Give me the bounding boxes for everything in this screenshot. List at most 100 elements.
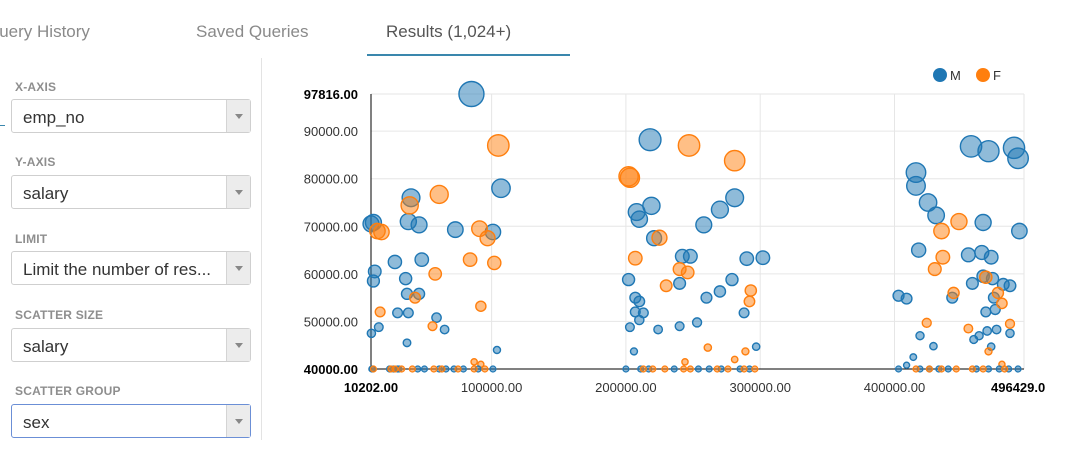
data-point-m — [366, 274, 381, 288]
data-point-m — [414, 252, 430, 268]
scatter-size-dropdown-toggle[interactable] — [226, 329, 250, 361]
y-axis-dropdown-toggle[interactable] — [226, 176, 250, 208]
caret-down-icon — [235, 114, 243, 119]
data-point-f — [486, 134, 510, 157]
data-point-m — [713, 285, 727, 298]
data-point-f — [429, 184, 449, 205]
baseline-point-m — [705, 365, 713, 373]
baseline-point-f — [686, 365, 694, 373]
y-axis-select[interactable]: salary — [11, 175, 251, 209]
data-point-m — [624, 322, 635, 333]
data-point-f — [996, 297, 1008, 310]
tab-query-history[interactable]: Query History — [0, 22, 90, 41]
y-tick-label: 70000.00 — [304, 219, 358, 234]
x-tick-label: 400000.00 — [864, 380, 925, 395]
caret-down-icon — [235, 343, 243, 348]
limit-dropdown-toggle[interactable] — [226, 252, 250, 284]
baseline-point-f — [639, 365, 647, 373]
data-point-m — [977, 139, 1000, 163]
baseline-point-f — [430, 365, 438, 373]
baseline-point-m — [1014, 365, 1022, 373]
scatter-group-label: SCATTER GROUP — [15, 384, 121, 398]
y-axis-label: Y-AXIS — [15, 155, 56, 169]
data-point-f — [373, 223, 390, 241]
limit-select[interactable]: Limit the number of res... — [11, 251, 251, 285]
baseline-point-f — [369, 365, 378, 373]
baseline-point-f — [912, 365, 920, 373]
caret-down-icon — [235, 190, 243, 195]
data-point-m — [630, 210, 649, 228]
data-point-f — [462, 252, 478, 268]
x-axis-dropdown-toggle[interactable] — [226, 100, 250, 132]
data-point-f — [963, 323, 974, 334]
tab-results[interactable]: Results (1,024+) — [386, 22, 512, 41]
scatter-chart-svg: 40000.00 50000.00 60000.00 70000.00 80000.00… — [304, 68, 1045, 395]
data-point-f — [651, 229, 668, 246]
baseline-point-f — [724, 365, 732, 373]
data-point-m — [751, 342, 761, 351]
points-layer — [362, 80, 1029, 373]
baseline-point-f — [740, 365, 748, 373]
data-point-m — [431, 312, 442, 323]
data-point-f — [984, 347, 993, 356]
legend-marker-m — [933, 68, 947, 82]
data-point-m — [637, 307, 649, 319]
data-point-f — [400, 196, 419, 215]
data-point-f — [659, 279, 673, 293]
baseline-point-f — [661, 365, 669, 373]
scatter-group-value: sex — [23, 413, 50, 432]
data-point-m — [915, 330, 925, 341]
caret-down-icon — [235, 266, 243, 271]
data-point-m — [1007, 147, 1029, 170]
data-point-f — [408, 291, 422, 304]
data-point-m — [974, 213, 992, 232]
data-point-f — [470, 358, 478, 366]
y-tick-label: 90000.00 — [304, 124, 358, 139]
data-point-m — [673, 276, 687, 290]
data-point-m — [909, 353, 918, 362]
limit-label: LIMIT — [15, 232, 48, 246]
scatter-chart: 40000.00 50000.00 60000.00 70000.00 80000.00… — [262, 58, 1083, 455]
x-tick-label: 200000.00 — [595, 380, 656, 395]
scatter-group-select[interactable]: sex — [11, 404, 251, 438]
data-point-m — [960, 247, 976, 263]
data-point-m — [695, 216, 713, 234]
data-point-m — [674, 321, 685, 332]
data-point-f — [935, 249, 951, 265]
baseline-point-f — [979, 365, 987, 373]
data-point-m — [446, 221, 464, 239]
data-point-f — [619, 167, 641, 189]
data-point-m — [392, 307, 404, 319]
data-point-f — [947, 286, 960, 300]
data-point-f — [427, 321, 438, 332]
data-point-m — [458, 80, 485, 108]
data-point-m — [974, 330, 984, 341]
data-point-m — [710, 200, 730, 219]
data-point-m — [691, 317, 703, 328]
data-point-m — [682, 248, 698, 264]
data-point-m — [373, 322, 384, 333]
data-point-f — [927, 262, 942, 277]
data-point-m — [965, 276, 979, 290]
data-point-f — [680, 265, 695, 280]
y-tick-label: 97816.00 — [304, 87, 358, 102]
data-point-m — [700, 291, 713, 304]
data-point-m — [929, 341, 938, 351]
data-point-m — [439, 324, 450, 335]
data-point-m — [900, 292, 913, 305]
baseline-point-f — [751, 365, 759, 373]
data-point-m — [1005, 328, 1015, 339]
scatter-size-value: salary — [23, 337, 69, 356]
baseline-point-f — [470, 365, 478, 373]
scatter-size-select[interactable]: salary — [11, 328, 251, 362]
data-point-m — [398, 271, 413, 286]
data-point-m — [1010, 222, 1028, 240]
scatter-group-dropdown-toggle[interactable] — [226, 405, 250, 437]
data-point-m — [629, 347, 639, 356]
data-point-m — [738, 307, 750, 319]
tab-saved-queries[interactable]: Saved Queries — [196, 22, 309, 41]
data-point-f — [933, 222, 950, 240]
x-axis-select[interactable]: emp_no — [11, 99, 251, 133]
data-point-f — [428, 266, 443, 281]
